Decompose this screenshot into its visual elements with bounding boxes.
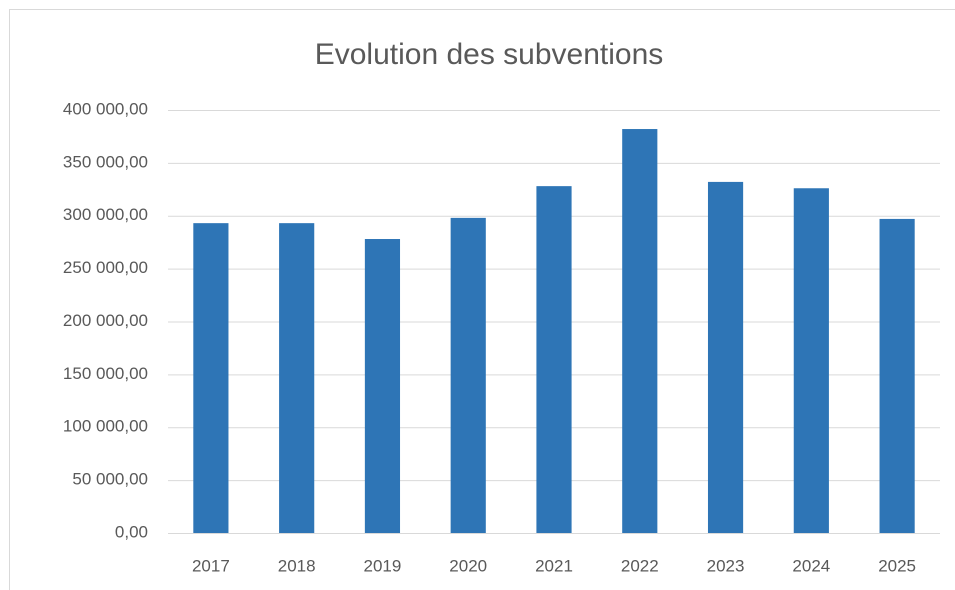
y-tick-label: 0,00	[115, 522, 148, 541]
x-tick-label: 2023	[707, 556, 745, 575]
bar	[536, 186, 572, 533]
x-tick-label: 2025	[878, 556, 916, 575]
y-tick-label: 200 000,00	[63, 311, 148, 330]
bar	[622, 129, 658, 533]
x-tick-label: 2018	[278, 556, 316, 575]
x-tick-label: 2021	[535, 556, 573, 575]
y-tick-label: 50 000,00	[72, 470, 148, 489]
y-tick-label: 250 000,00	[63, 258, 148, 277]
y-tick-label: 150 000,00	[63, 364, 148, 383]
x-tick-label: 2017	[192, 556, 230, 575]
y-tick-label: 100 000,00	[63, 417, 148, 436]
x-tick-label: 2022	[621, 556, 659, 575]
y-tick-label: 300 000,00	[63, 205, 148, 224]
y-tick-label: 400 000,00	[63, 99, 148, 118]
y-tick-label: 350 000,00	[63, 152, 148, 171]
bar	[879, 218, 915, 534]
x-tick-label: 2019	[364, 556, 402, 575]
bar	[793, 188, 829, 533]
x-tick-label: 2020	[449, 556, 487, 575]
bar	[193, 223, 229, 533]
bar	[450, 217, 486, 534]
x-tick-label: 2024	[792, 556, 830, 575]
chart-title: Evolution des subventions	[315, 38, 664, 71]
bar	[279, 223, 315, 533]
bar	[707, 181, 744, 533]
bar	[364, 239, 401, 533]
